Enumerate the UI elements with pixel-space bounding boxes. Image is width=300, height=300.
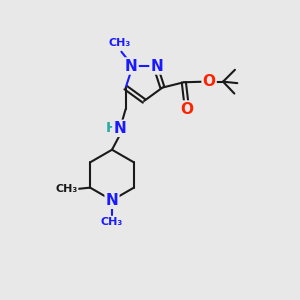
Text: H: H <box>106 121 117 135</box>
Text: N: N <box>106 193 118 208</box>
Text: CH₃: CH₃ <box>55 184 77 194</box>
Text: N: N <box>151 58 163 74</box>
Text: N: N <box>113 121 126 136</box>
Text: CH₃: CH₃ <box>109 38 131 48</box>
Text: O: O <box>181 101 194 116</box>
Text: CH₃: CH₃ <box>101 217 123 227</box>
Text: O: O <box>202 74 216 89</box>
Text: N: N <box>125 58 138 74</box>
